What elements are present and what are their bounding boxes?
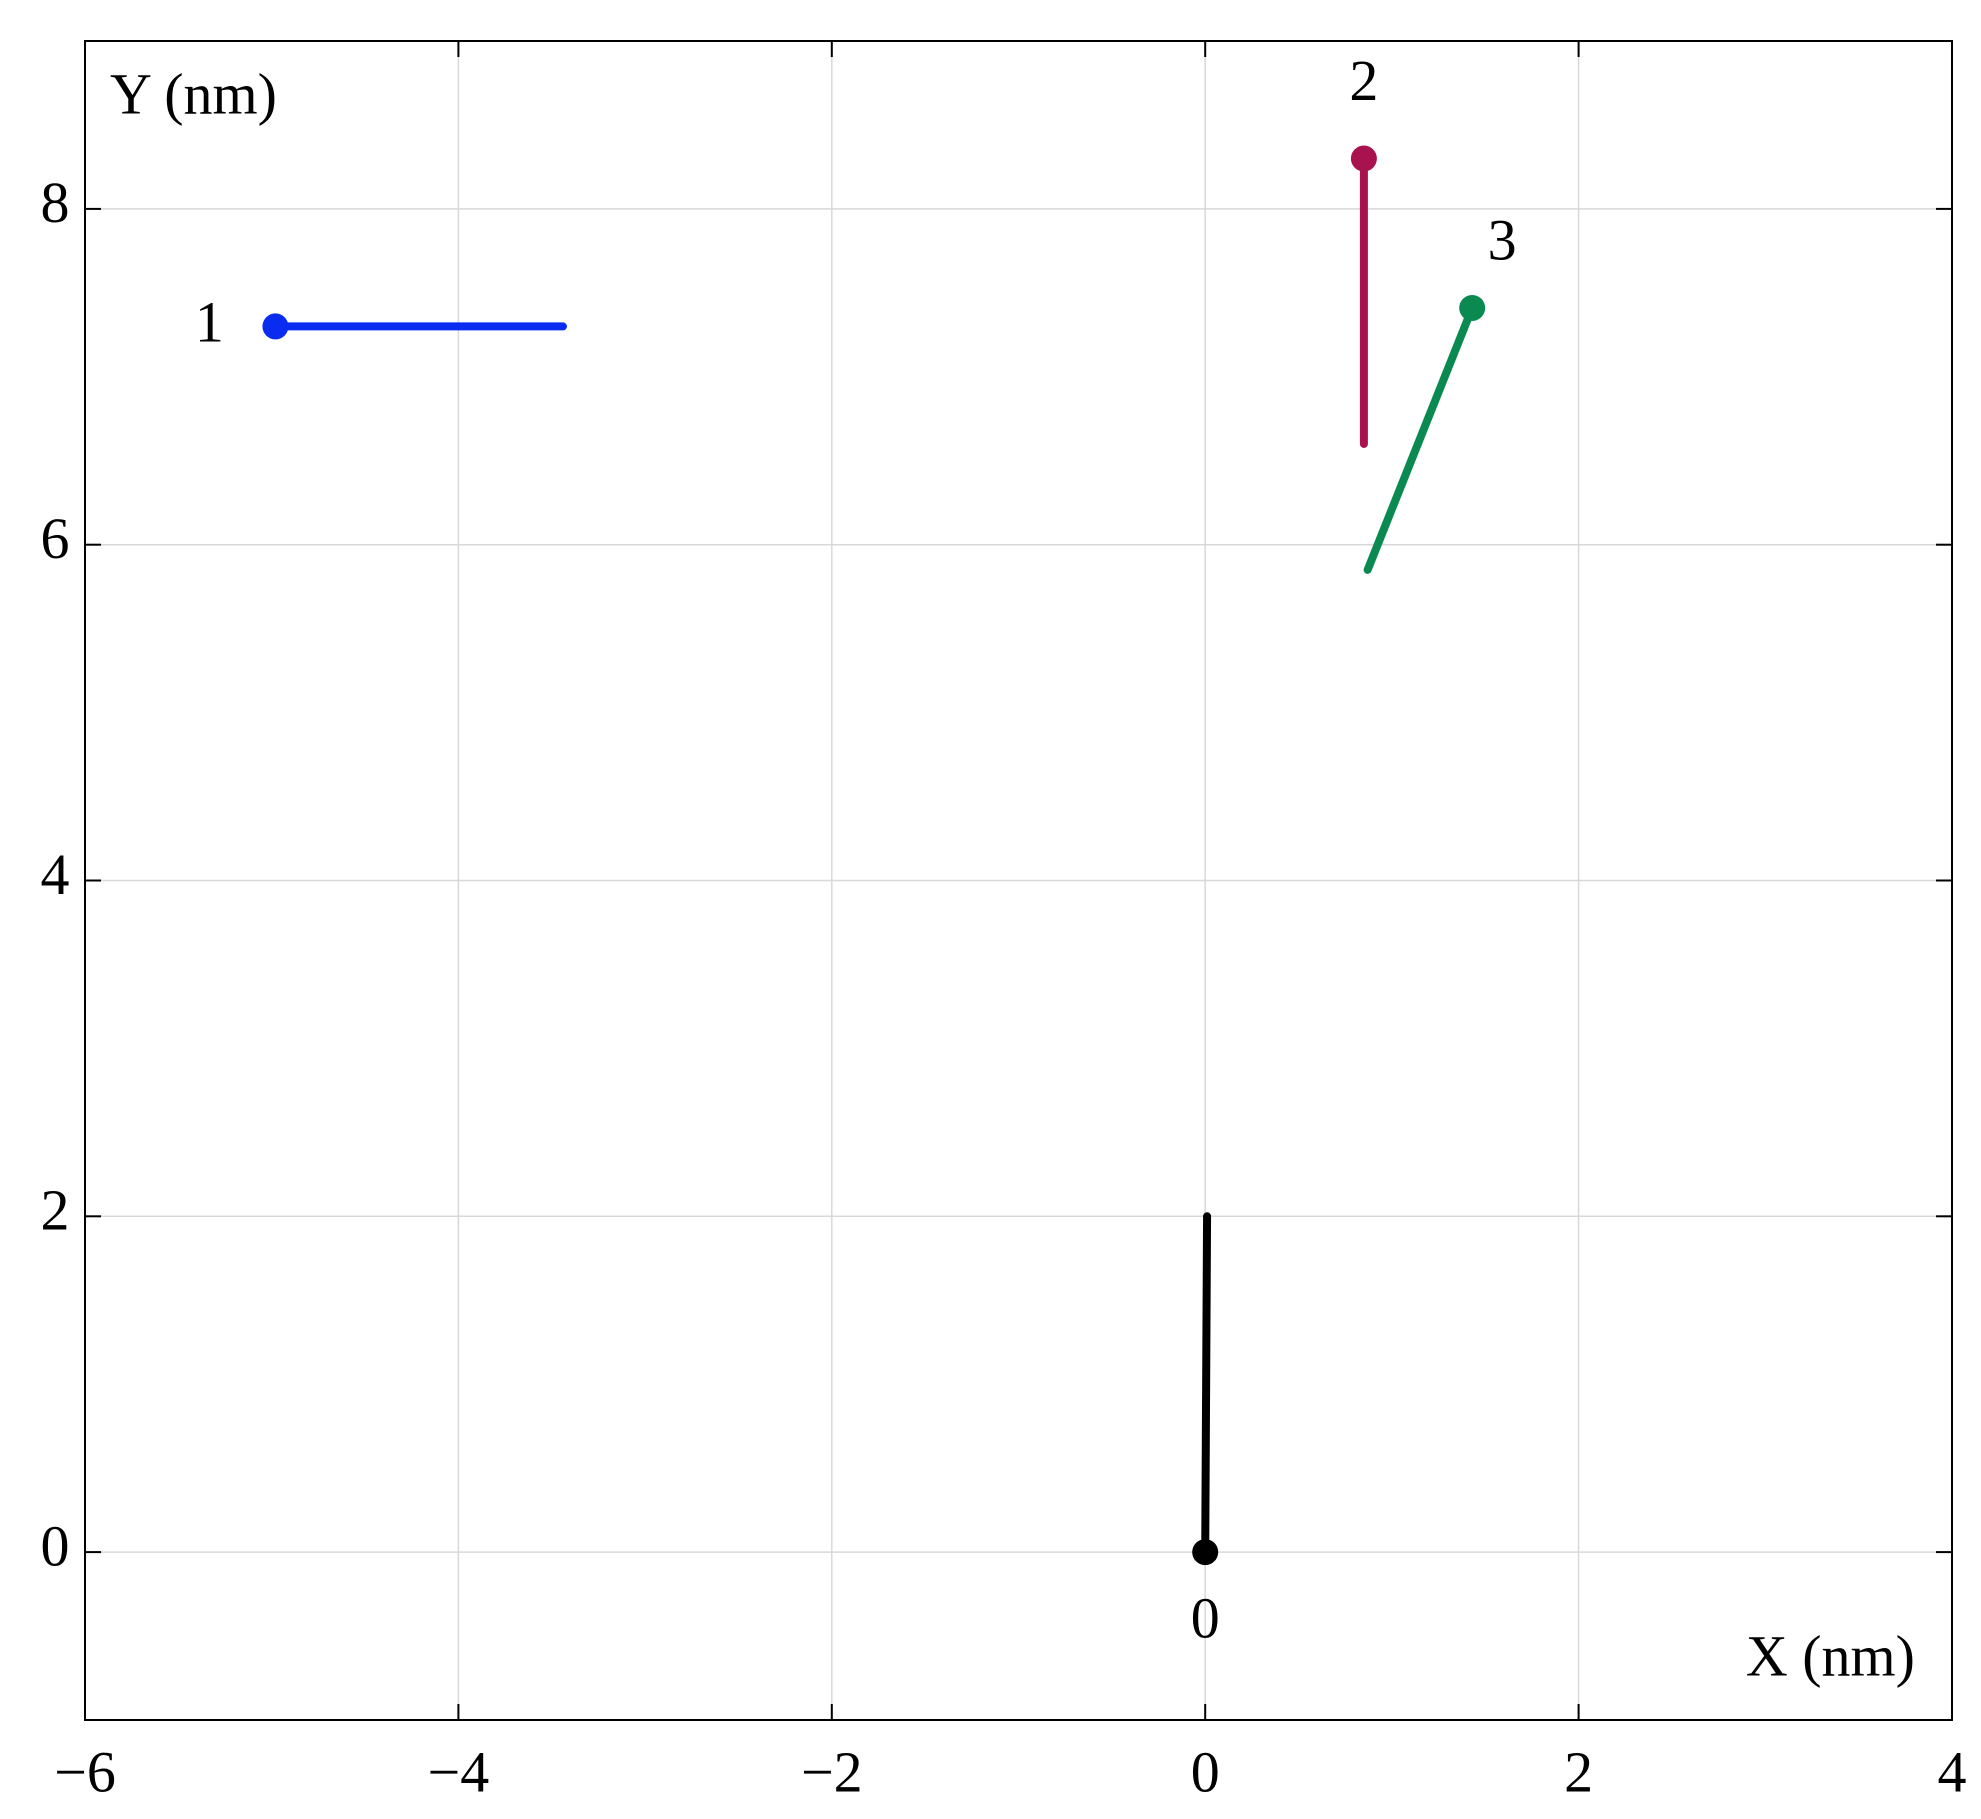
series-label: 1 [195,290,224,355]
y-tick-label: 0 [41,1513,70,1578]
start-dot [1459,294,1486,321]
y-tick-label: 8 [41,170,70,235]
x-tick-label: 0 [1191,1739,1220,1804]
segment-line [1201,1212,1212,1557]
y-tick-label: 4 [41,842,70,907]
series-label: 0 [1191,1585,1220,1650]
x-tick-label: −4 [428,1739,490,1804]
start-dot [1192,1539,1219,1566]
x-tick-label: −2 [801,1739,863,1804]
series-label: 2 [1349,48,1378,113]
start-dot [1350,145,1377,172]
x-tick-label: 2 [1564,1739,1593,1804]
x-axis-label: X (nm) [1746,1623,1915,1688]
y-tick-label: 2 [41,1178,70,1243]
series-label: 3 [1488,207,1517,272]
start-dot [262,313,289,340]
y-tick-label: 6 [41,506,70,571]
x-tick-label: −6 [54,1739,116,1804]
grid [84,41,1953,1720]
y-axis-label: Y (nm) [110,61,277,126]
x-tick-label: 4 [1938,1739,1967,1804]
segment-line [1363,303,1477,574]
